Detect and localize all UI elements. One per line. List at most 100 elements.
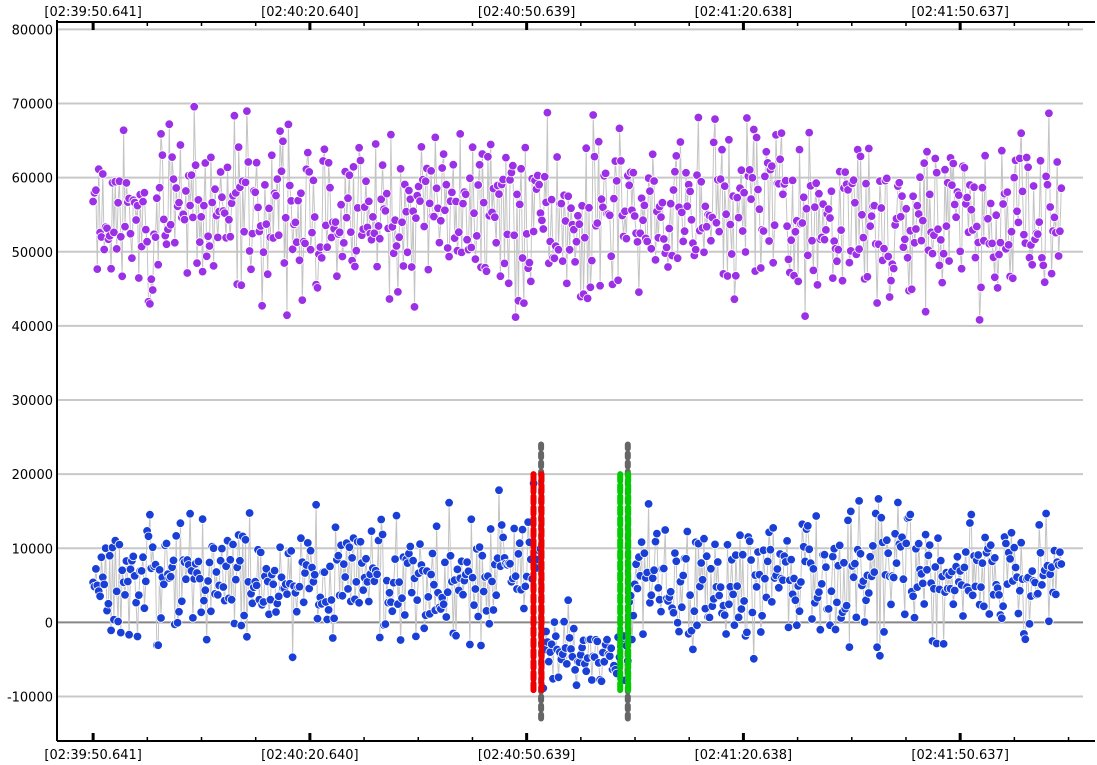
data-point [819, 234, 830, 245]
data-point [213, 232, 223, 243]
data-point [950, 199, 960, 210]
data-point [803, 521, 813, 531]
data-point [714, 226, 724, 237]
data-point [444, 251, 454, 262]
data-point [304, 583, 314, 594]
data-point [886, 599, 896, 610]
data-point [486, 139, 496, 150]
data-point [955, 246, 965, 257]
data-point [733, 612, 744, 623]
data-point [170, 237, 180, 248]
data-point [287, 652, 298, 663]
data-point [745, 165, 755, 175]
data-point [473, 611, 483, 622]
data-point [947, 180, 957, 190]
data-point [221, 561, 231, 572]
data-point [358, 585, 368, 595]
data-point [747, 607, 758, 618]
data-point [551, 631, 561, 641]
data-point [201, 251, 212, 261]
data-point [1049, 212, 1060, 223]
data-point [199, 595, 209, 606]
data-point [682, 526, 693, 537]
data-point [666, 198, 676, 209]
data-point [810, 202, 820, 212]
data-point [756, 627, 766, 637]
data-point [970, 252, 981, 263]
data-point [351, 577, 362, 587]
data-point [844, 257, 855, 268]
data-point [592, 218, 603, 228]
data-point [165, 220, 176, 230]
data-point [222, 162, 233, 173]
data-point [672, 618, 683, 628]
x-tick-label-bottom: [02:40:50.639] [478, 748, 575, 763]
data-point [264, 203, 274, 214]
data-point [938, 248, 949, 259]
data-point [702, 221, 712, 232]
data-point [801, 203, 812, 214]
data-point [411, 631, 421, 642]
data-point [850, 559, 860, 569]
data-point [678, 570, 688, 581]
data-point [1002, 187, 1013, 197]
data-point [713, 557, 723, 567]
data-point [596, 194, 607, 204]
data-point [243, 157, 254, 167]
data-point [649, 176, 659, 186]
data-point [98, 169, 108, 179]
data-point [986, 540, 996, 550]
data-point [171, 531, 181, 541]
data-point [228, 539, 238, 550]
data-point [201, 634, 212, 645]
data-point [339, 238, 349, 248]
data-point [335, 227, 345, 238]
axes [56, 20, 1095, 742]
data-point [96, 552, 107, 563]
data-point [893, 497, 903, 508]
data-point [861, 178, 871, 189]
data-point [118, 125, 129, 136]
data-point [193, 556, 204, 567]
data-point [99, 244, 109, 255]
data-point [240, 535, 251, 545]
data-point [549, 617, 560, 627]
data-point [991, 210, 1001, 220]
data-point [109, 227, 119, 238]
x-tick-label-top: [02:40:20.640] [261, 5, 358, 20]
data-point [408, 555, 418, 566]
data-point [857, 210, 867, 220]
data-point [742, 627, 752, 638]
data-point [1017, 186, 1028, 197]
data-point [510, 312, 521, 322]
data-point [1034, 520, 1044, 530]
data-point [659, 234, 669, 244]
data-point [427, 548, 438, 559]
data-point [751, 582, 762, 592]
data-point [600, 168, 611, 179]
data-point [821, 562, 831, 572]
data-point [256, 547, 266, 558]
data-point [602, 635, 612, 645]
tick-labels: 80000 70000 60000 50000 40000 30000 20000 10000… [7, 5, 1009, 763]
data-point [215, 167, 226, 177]
data-point [156, 129, 166, 139]
data-point [609, 193, 619, 204]
data-point [308, 175, 319, 186]
data-point [267, 150, 277, 161]
data-point [164, 119, 175, 129]
data-point [1041, 171, 1051, 182]
data-point [199, 200, 209, 211]
data-point [364, 596, 374, 607]
data-point [751, 132, 762, 143]
data-point [510, 571, 521, 581]
data-point [136, 566, 147, 576]
data-point [481, 266, 492, 276]
data-point [950, 585, 960, 596]
data-point [876, 203, 887, 213]
y-tick-label: -10000 [7, 691, 53, 706]
data-point [371, 139, 381, 149]
data-point [987, 238, 997, 249]
data-point [512, 189, 522, 200]
data-point [290, 217, 301, 228]
